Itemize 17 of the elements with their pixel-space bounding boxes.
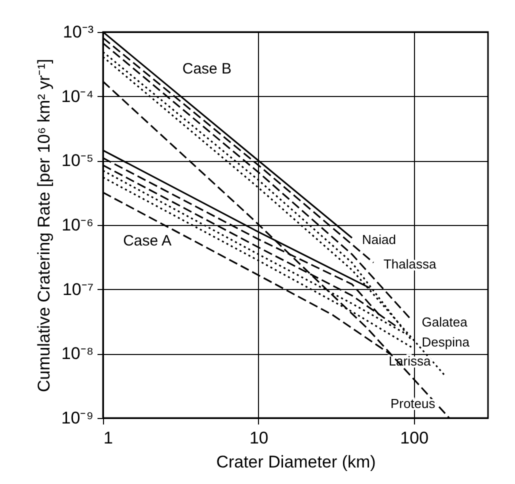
series-label: Despina: [422, 334, 470, 350]
y-axis-title: Cumulative Cratering Rate [per 10⁶ km² yr⁻¹]: [34, 58, 54, 392]
x-tick-label: 1: [104, 428, 113, 448]
y-tick-label: 10⁻⁸: [61, 344, 94, 364]
y-tick-label: 10⁻⁵: [62, 151, 94, 170]
y-tick-label: 10⁻³: [62, 22, 94, 42]
y-tick-label: 10⁻⁹: [61, 408, 94, 428]
series-label: Naiad: [362, 232, 396, 247]
y-tick-label: 10⁻⁶: [62, 216, 94, 234]
x-tick-label: 10: [249, 428, 268, 448]
y-tick-label: 10⁻⁷: [62, 280, 94, 299]
annotation: Case A: [123, 232, 172, 250]
series-label: Galatea: [422, 314, 468, 330]
x-tick-label: 100: [400, 428, 429, 448]
annotation: Case B: [182, 60, 232, 78]
x-axis-title: Crater Diameter (km): [216, 452, 376, 472]
y-tick-label: 10⁻⁴: [61, 86, 94, 106]
